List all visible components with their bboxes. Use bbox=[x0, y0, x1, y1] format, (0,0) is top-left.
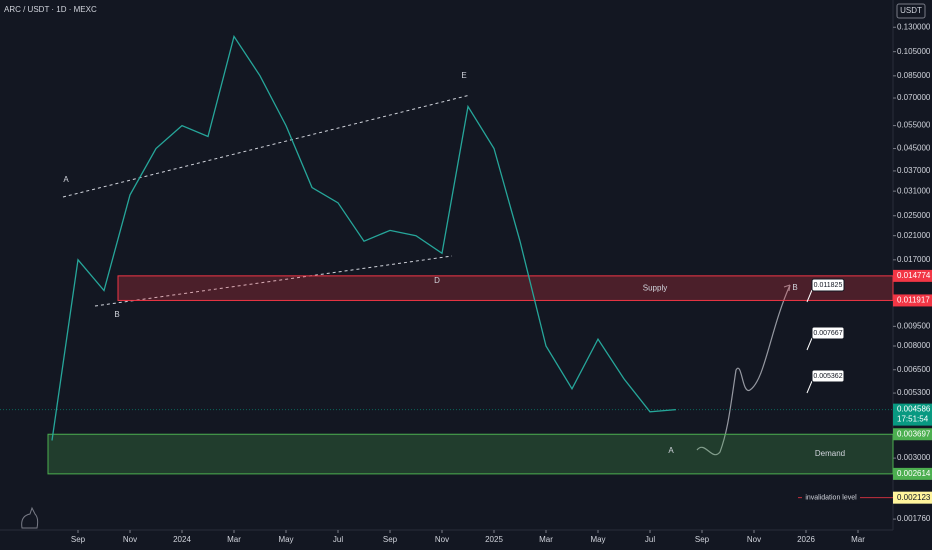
wave-label: A bbox=[63, 175, 69, 184]
zone bbox=[117, 275, 894, 301]
price-line bbox=[51, 34, 677, 441]
target-pointer bbox=[806, 337, 813, 351]
target-pointer bbox=[806, 380, 813, 394]
target-pointer bbox=[806, 289, 813, 303]
wave-label: E bbox=[461, 71, 466, 80]
x-tick-label: Sep bbox=[695, 535, 710, 544]
y-tick-label: 0.055000 bbox=[897, 121, 931, 130]
wave-label: D bbox=[434, 276, 440, 285]
x-tick-label: Nov bbox=[747, 535, 761, 544]
x-tick-label: 2024 bbox=[173, 535, 191, 544]
currency-box bbox=[896, 3, 926, 19]
trend-line bbox=[62, 94, 471, 198]
y-tick-label: 0.009500 bbox=[897, 321, 931, 330]
y-tick-label: 0.003000 bbox=[897, 453, 931, 462]
trend-line bbox=[94, 255, 453, 307]
x-tick-label: Nov bbox=[435, 535, 449, 544]
x-tick-label: Sep bbox=[383, 535, 398, 544]
price-label: 0.011917 bbox=[897, 296, 930, 305]
price-label: 0.014774 bbox=[897, 271, 931, 280]
target-box bbox=[811, 278, 845, 292]
invalidation-text-bg bbox=[802, 492, 860, 503]
price-label-bg bbox=[893, 428, 932, 441]
price-label-bg bbox=[893, 269, 932, 282]
zone bbox=[47, 433, 894, 475]
y-tick-label: 0.037000 bbox=[897, 166, 931, 175]
price-label-bg bbox=[893, 491, 932, 504]
y-tick-label: 0.025000 bbox=[897, 211, 931, 220]
target-label: 0.007667 bbox=[813, 330, 842, 337]
y-tick-label: 0.105000 bbox=[897, 47, 931, 56]
y-tick-label: 0.085000 bbox=[897, 71, 931, 80]
wave-label: A bbox=[668, 446, 674, 455]
y-tick-label: 0.008000 bbox=[897, 341, 931, 350]
target-box bbox=[811, 326, 845, 340]
x-tick-label: Jul bbox=[645, 535, 655, 544]
y-tick-label: 0.130000 bbox=[897, 22, 931, 31]
x-tick-label: 2025 bbox=[485, 535, 503, 544]
y-tick-label: 0.045000 bbox=[897, 144, 931, 153]
price-label: 0.004586 bbox=[897, 405, 931, 414]
price-label-bg bbox=[893, 403, 932, 426]
y-tick-label: 0.031000 bbox=[897, 186, 931, 195]
x-tick-label: May bbox=[590, 535, 605, 544]
y-tick-label: 0.006500 bbox=[897, 365, 931, 374]
invalidation-label: invalidation level bbox=[805, 495, 857, 502]
y-tick-label: 0.017000 bbox=[897, 255, 931, 264]
y-tick-label: 0.005300 bbox=[897, 388, 931, 397]
y-tick-label: 0.021000 bbox=[897, 231, 931, 240]
zone-label: Demand bbox=[815, 449, 845, 458]
price-label-bg bbox=[893, 467, 932, 480]
currency: USDT bbox=[900, 6, 922, 15]
y-tick-label: 0.070000 bbox=[897, 93, 931, 102]
x-tick-label: Jul bbox=[333, 535, 343, 544]
price-label-bg bbox=[893, 294, 932, 307]
target-box bbox=[811, 369, 845, 383]
target-label: 0.011825 bbox=[814, 282, 843, 289]
y-tick-label: 0.001760 bbox=[897, 514, 931, 523]
price-label: 0.002123 bbox=[897, 493, 931, 502]
x-tick-label: 2026 bbox=[797, 535, 815, 544]
price-label: 0.003697 bbox=[897, 429, 931, 438]
wave-label: B bbox=[114, 310, 119, 319]
x-tick-label: Mar bbox=[539, 535, 553, 544]
projection-arrow bbox=[783, 284, 791, 292]
projection-path bbox=[696, 284, 791, 456]
wave-label: B bbox=[792, 283, 797, 292]
x-tick-label: Mar bbox=[227, 535, 241, 544]
x-tick-label: Mar bbox=[851, 535, 865, 544]
zone-label: Supply bbox=[643, 283, 667, 292]
logo bbox=[21, 506, 39, 529]
x-tick-label: Nov bbox=[123, 535, 137, 544]
countdown: 17:51:54 bbox=[897, 415, 929, 424]
x-tick-label: May bbox=[278, 535, 293, 544]
x-tick-label: Sep bbox=[71, 535, 86, 544]
target-label: 0.005362 bbox=[813, 373, 842, 380]
price-label: 0.002614 bbox=[897, 469, 931, 478]
chart-title: ARC / USDT · 1D · MEXC bbox=[4, 5, 97, 14]
